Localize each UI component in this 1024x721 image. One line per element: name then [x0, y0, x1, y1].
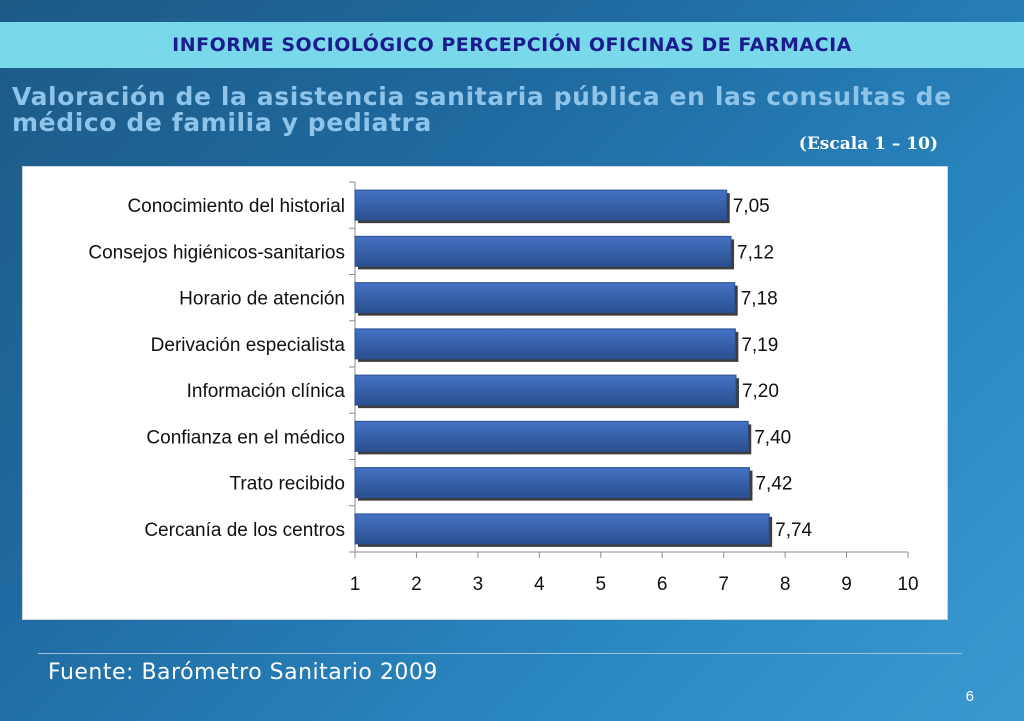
category-label: Conocimiento del historial	[127, 196, 345, 217]
slide-title: Valoración de la asistencia sanitaria pú…	[12, 84, 1012, 136]
x-tick-label: 7	[718, 574, 729, 595]
data-label: 7,40	[754, 427, 791, 448]
slide-title-line2: médico de familia y pediatra	[12, 108, 432, 137]
bar	[354, 467, 750, 499]
data-label: 7,12	[737, 242, 774, 263]
category-label: Horario de atención	[179, 289, 345, 310]
category-label: Información clínica	[187, 381, 346, 402]
data-label: 7,42	[755, 474, 792, 495]
footer-divider	[38, 653, 962, 654]
data-label: 7,05	[733, 196, 770, 217]
bar	[354, 282, 736, 314]
source-note: Fuente: Barómetro Sanitario 2009	[48, 660, 438, 685]
bar-chart: 1 2 3 4 5 6 7 8 9 10 Conocimiento del historial 7,0…	[88, 181, 919, 595]
data-label: 7,74	[775, 520, 812, 541]
category-label: Cercanía de los centros	[144, 520, 345, 541]
data-label: 7,18	[741, 289, 778, 310]
x-tick-label: 10	[897, 574, 918, 595]
chart-panel: 1 2 3 4 5 6 7 8 9 10 Conocimiento del historial 7,0…	[22, 166, 948, 620]
bar	[354, 374, 737, 406]
x-tick-label: 9	[841, 574, 852, 595]
bar	[354, 235, 732, 267]
bar	[354, 513, 770, 545]
header-banner: INFORME SOCIOLÓGICO PERCEPCIÓN OFICINAS …	[0, 22, 1024, 68]
x-tick-label: 4	[534, 574, 545, 595]
category-label: Confianza en el médico	[146, 427, 345, 448]
category-label: Trato recibido	[230, 474, 345, 495]
bar	[354, 328, 736, 360]
bar	[354, 189, 728, 221]
data-label: 7,19	[741, 335, 778, 356]
x-tick-label: 8	[780, 574, 791, 595]
slide-title-line1: Valoración de la asistencia sanitaria pú…	[12, 82, 952, 111]
x-tick-label: 6	[657, 574, 668, 595]
x-tick-label: 5	[595, 574, 606, 595]
data-label: 7,20	[742, 381, 779, 402]
bar	[354, 420, 749, 452]
category-label: Consejos higiénicos-sanitarios	[88, 242, 345, 263]
page-number: 6	[965, 688, 974, 705]
banner-title: INFORME SOCIOLÓGICO PERCEPCIÓN OFICINAS …	[172, 34, 852, 56]
x-tick-label: 1	[350, 574, 361, 595]
x-tick-label: 3	[473, 574, 484, 595]
category-label: Derivación especialista	[151, 335, 346, 356]
scale-note: (Escala 1 – 10)	[798, 134, 938, 154]
x-tick-label: 2	[411, 574, 422, 595]
